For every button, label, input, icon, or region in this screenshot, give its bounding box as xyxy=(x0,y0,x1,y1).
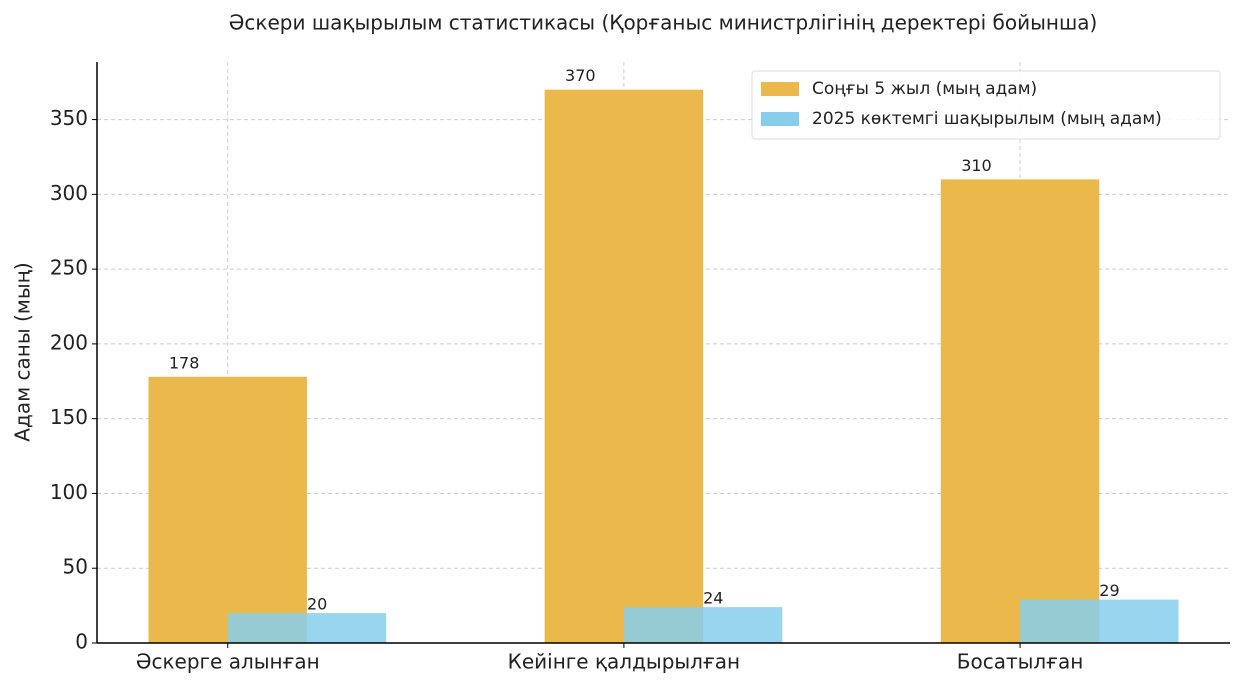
x-tick-label: Кейінге қалдырылған xyxy=(508,650,740,674)
bar xyxy=(148,376,307,643)
bar xyxy=(1020,599,1179,643)
legend-swatch xyxy=(761,82,799,96)
y-tick-label: 0 xyxy=(75,630,88,654)
legend-label: 2025 көктемгі шақырылым (мың адам) xyxy=(812,109,1162,129)
chart-title: Әскери шақырылым статистикасы (Қорғаныс … xyxy=(229,11,1098,35)
legend-box xyxy=(751,70,1221,140)
legend-label: Соңғы 5 жыл (мың адам) xyxy=(812,79,1037,99)
y-tick-label: 350 xyxy=(50,106,88,130)
y-tick-label: 300 xyxy=(50,181,88,205)
legend: Соңғы 5 жыл (мың адам) 2025 көктемгі шақы… xyxy=(751,70,1221,140)
value-label: 20 xyxy=(307,595,327,614)
y-tick-label: 50 xyxy=(63,555,88,579)
y-tick-label: 150 xyxy=(50,405,88,429)
value-label: 370 xyxy=(565,66,596,85)
y-axis-label: Адам саны (мың) xyxy=(11,262,35,441)
value-label: 310 xyxy=(961,156,992,175)
value-label: 178 xyxy=(169,353,200,372)
bar xyxy=(940,179,1100,643)
y-tick-label: 250 xyxy=(50,256,88,280)
bar xyxy=(623,607,783,643)
y-tick-label: 100 xyxy=(50,480,88,504)
x-tick-label: Босатылған xyxy=(957,650,1084,674)
legend-swatch xyxy=(761,112,799,126)
bar xyxy=(227,613,387,643)
y-tick-label: 200 xyxy=(50,330,88,354)
bar xyxy=(544,89,704,643)
value-label: 29 xyxy=(1099,581,1119,600)
value-label: 24 xyxy=(703,589,723,608)
x-tick-label: Әскерге алынған xyxy=(136,650,320,674)
